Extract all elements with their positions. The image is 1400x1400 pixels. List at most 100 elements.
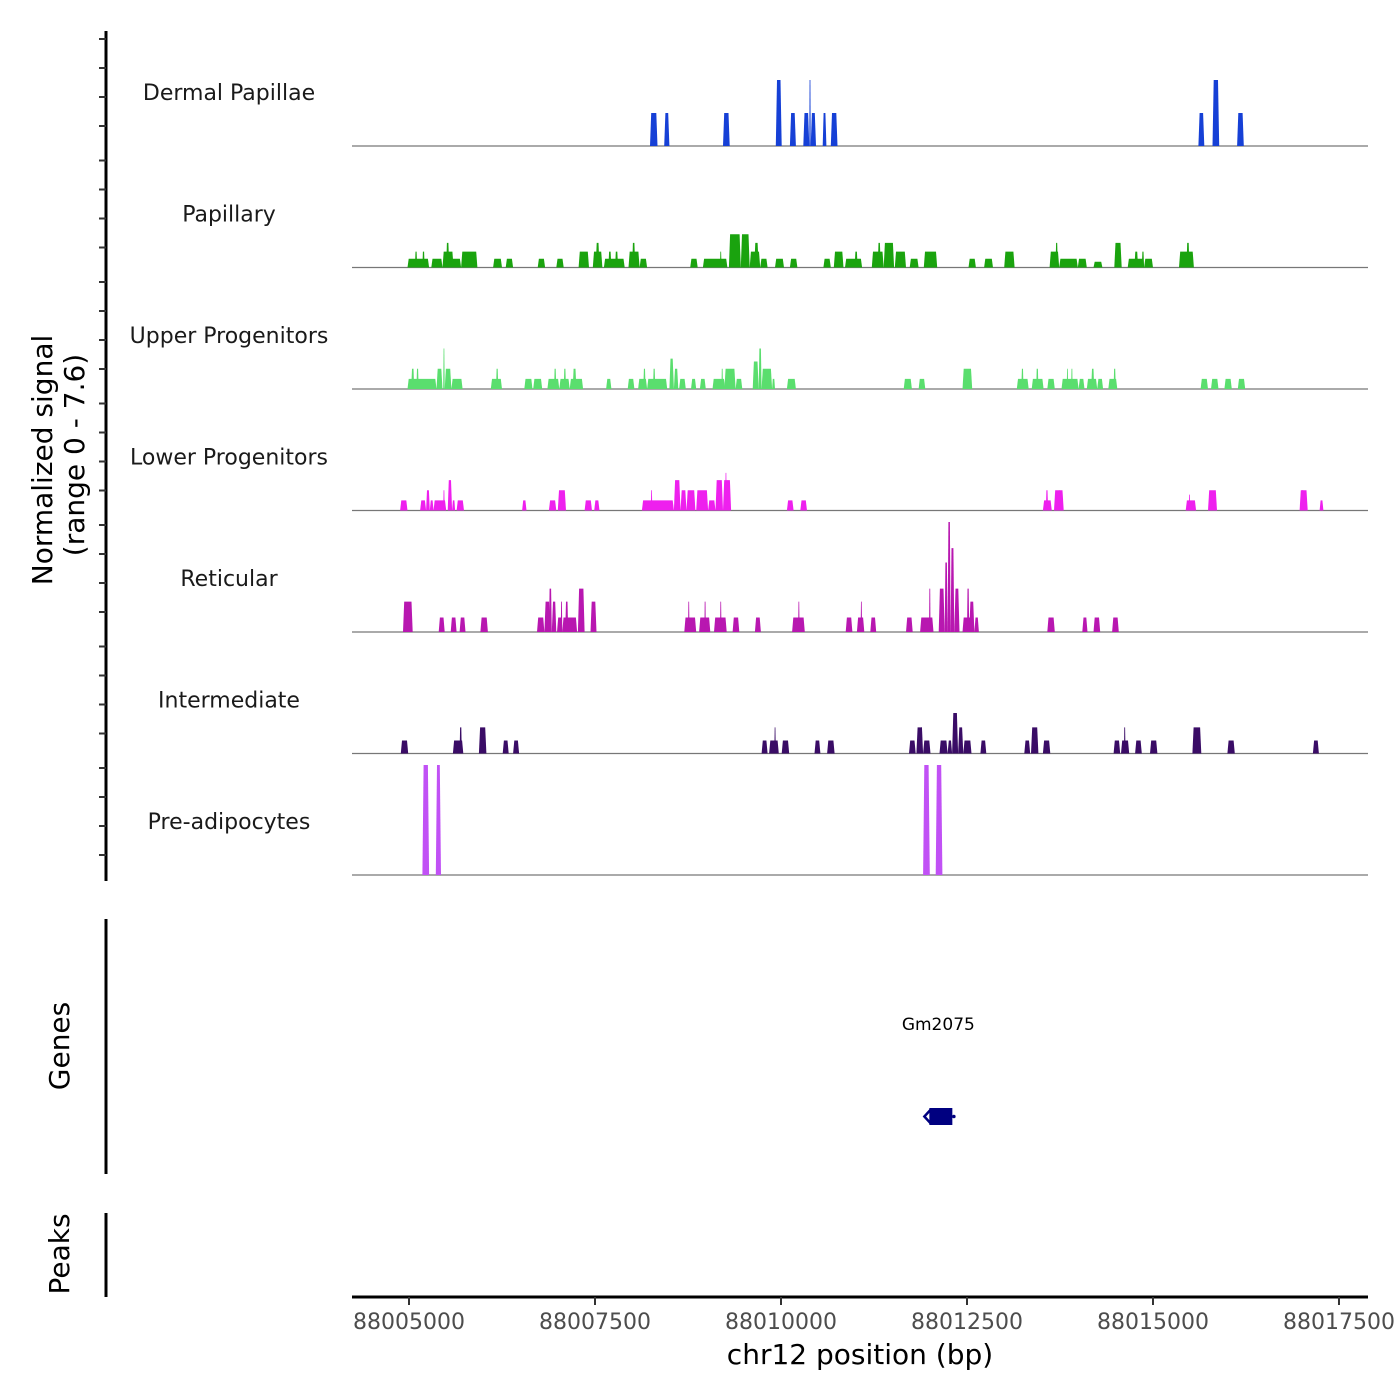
signal-peak xyxy=(721,368,723,389)
signal-peak xyxy=(761,368,773,389)
signal-peak xyxy=(715,480,723,511)
signal-peak xyxy=(452,500,456,511)
signal-peak xyxy=(572,368,577,389)
x-axis-ticks: 88005000 88007500 88010000 88012500 88015000… xyxy=(353,1297,1395,1335)
signal-peak xyxy=(1186,242,1190,268)
signal-peak xyxy=(906,617,913,632)
signal-peak xyxy=(554,368,557,389)
signal-peak xyxy=(920,617,934,632)
signal-peak xyxy=(679,378,686,389)
signal-peak xyxy=(577,588,585,632)
signal-peak xyxy=(883,242,895,268)
signal-peak xyxy=(1066,368,1069,389)
signal-peak xyxy=(894,251,906,268)
signal-peak xyxy=(962,368,973,389)
gene-label: Gm2075 xyxy=(902,1015,975,1035)
signal-peak xyxy=(1198,113,1205,146)
signal-peak xyxy=(647,378,668,389)
signal-peak xyxy=(1058,490,1060,511)
gene-end-marker xyxy=(952,1114,956,1119)
signal-peak xyxy=(952,713,959,754)
signal-peak xyxy=(1114,242,1122,268)
track-upper-progenitors: Upper Progenitors xyxy=(130,324,1368,390)
signal-peak xyxy=(1227,740,1235,754)
track-label: Lower Progenitors xyxy=(130,446,328,471)
signal-peak xyxy=(725,472,727,511)
track-label: Pre-adipocytes xyxy=(148,810,311,835)
signal-peak xyxy=(1150,740,1158,754)
signal-peak xyxy=(590,601,597,632)
signal-peak xyxy=(447,480,453,511)
signal-peak xyxy=(565,601,569,632)
gene-gm2075: Gm2075 xyxy=(902,1015,975,1125)
signal-peak xyxy=(704,601,706,632)
signal-peak xyxy=(456,500,464,511)
signal-peak xyxy=(1188,494,1191,511)
signal-peak xyxy=(1211,378,1219,389)
signal-peak xyxy=(450,258,462,268)
signal-peak xyxy=(712,378,726,389)
signal-peak xyxy=(723,480,732,511)
signal-peak xyxy=(732,617,740,632)
signal-peak xyxy=(1093,261,1103,268)
signal-peak xyxy=(758,348,762,389)
gene-strand-arrow-icon xyxy=(922,1109,932,1124)
signal-peak xyxy=(603,258,625,268)
track-label: Reticular xyxy=(180,567,278,592)
signal-peak xyxy=(827,740,835,754)
signal-peak xyxy=(950,548,955,632)
signal-peak xyxy=(860,601,863,632)
signal-peak xyxy=(1045,490,1049,511)
signal-peak xyxy=(1042,740,1051,754)
signal-peak xyxy=(984,258,993,268)
coverage-tracks: Dermal Papillae Papillary Upper Progenitor… xyxy=(130,80,1368,876)
track-lower-progenitors: Lower Progenitors xyxy=(130,446,1368,512)
signal-peak xyxy=(422,251,425,268)
signal-peak xyxy=(686,490,696,511)
signal-peak xyxy=(641,500,674,511)
signal-peak xyxy=(774,727,776,754)
signal-peak xyxy=(632,242,636,268)
signal-peak xyxy=(502,740,509,754)
signal-peak xyxy=(1319,500,1324,511)
signal-peak xyxy=(845,258,863,268)
signal-peak xyxy=(823,258,831,268)
signal-peak xyxy=(775,80,782,146)
signal-peak xyxy=(809,80,811,146)
signal-peak xyxy=(513,740,520,754)
signal-peak xyxy=(944,562,948,632)
signal-peak xyxy=(450,617,457,632)
signal-peak xyxy=(962,617,972,632)
signal-peak xyxy=(673,480,681,511)
signal-peak xyxy=(557,490,566,511)
signal-peak xyxy=(1078,378,1085,389)
signal-peak xyxy=(810,113,816,146)
signal-peak xyxy=(735,378,743,389)
signal-peak xyxy=(1093,617,1101,632)
signal-peak xyxy=(871,251,884,268)
signal-peak xyxy=(1047,378,1055,389)
signal-peak xyxy=(444,368,452,389)
signal-peak xyxy=(1004,251,1015,268)
signal-peak xyxy=(724,368,736,389)
signal-peak xyxy=(547,378,560,389)
signal-peak xyxy=(920,727,923,754)
signal-peak xyxy=(461,251,478,268)
signal-peak xyxy=(433,500,447,511)
y-axis-title-line1: Normalized signal xyxy=(26,335,59,586)
signal-peak xyxy=(814,740,821,754)
signal-peak xyxy=(877,242,881,268)
signal-peak xyxy=(505,258,514,268)
signal-peak xyxy=(967,588,970,632)
signal-peak xyxy=(595,242,600,268)
signal-peak xyxy=(1049,251,1060,268)
signal-peak xyxy=(723,113,730,146)
genes-panel-title: Genes xyxy=(43,1002,76,1090)
signal-peak xyxy=(909,258,919,268)
signal-peak xyxy=(446,242,450,268)
signal-peak xyxy=(1208,490,1217,511)
signal-peak xyxy=(627,378,635,389)
signal-peak xyxy=(551,601,557,632)
peaks-panel-title: Peaks xyxy=(43,1213,76,1294)
signal-peak xyxy=(845,617,853,632)
